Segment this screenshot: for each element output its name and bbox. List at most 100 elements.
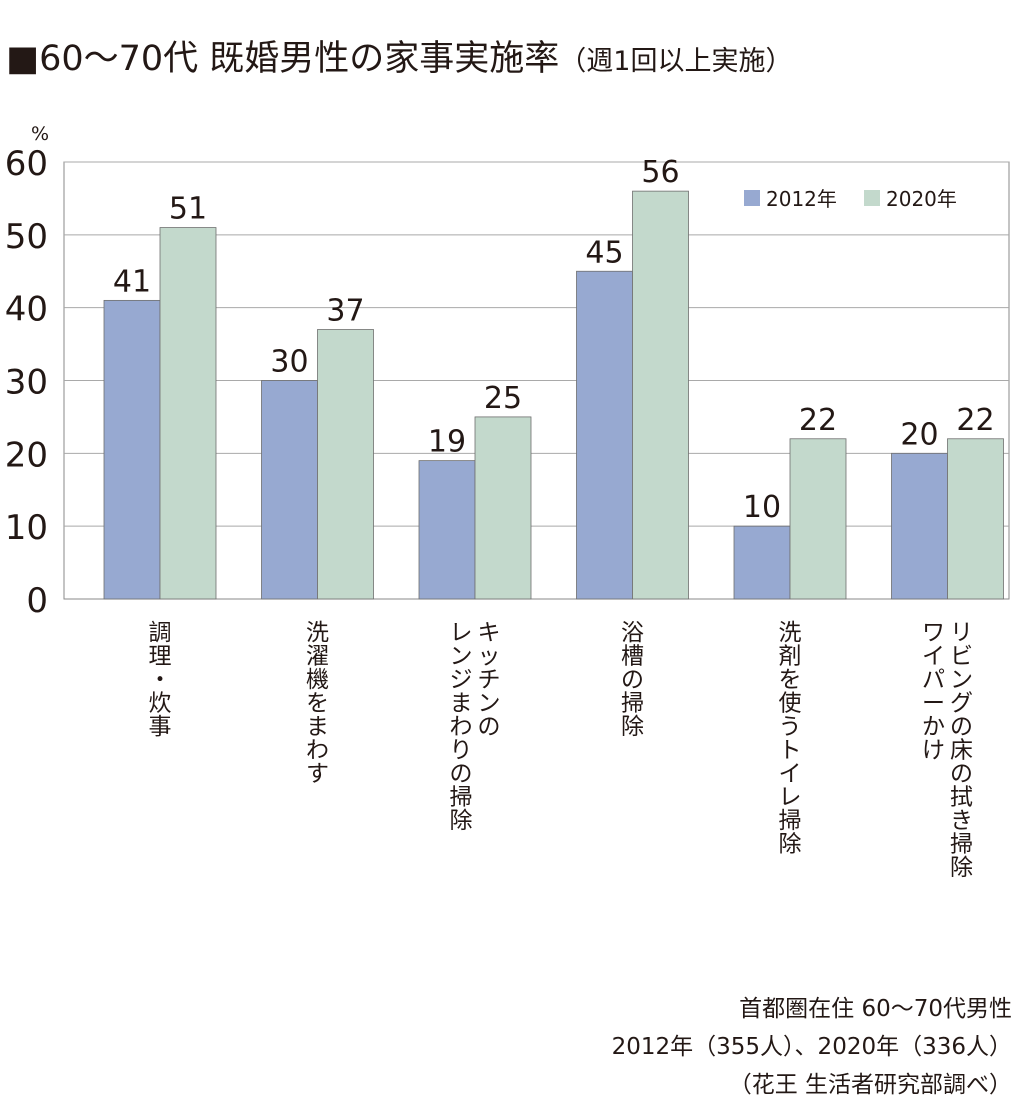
x-category-char: 除 <box>621 714 644 740</box>
x-category-char: の <box>950 714 973 740</box>
data-label: 22 <box>799 403 837 438</box>
x-category-char: ン <box>478 691 501 717</box>
x-category-char: 槽 <box>621 644 644 670</box>
y-tick-label: 50 <box>5 217 48 257</box>
legend: 2012年 2020年 <box>744 187 957 211</box>
bar <box>789 438 847 600</box>
data-label: 41 <box>113 264 151 299</box>
data-label: 37 <box>326 294 364 329</box>
x-category-char: 掃 <box>950 832 973 858</box>
chart-title: ■60〜70代 既婚男性の家事実施率（週1回以上実施） <box>6 30 792 81</box>
x-category-char: 剤 <box>779 644 802 670</box>
x-category-char: 濯 <box>306 644 329 670</box>
x-category-char: 除 <box>450 808 473 834</box>
x-category-char: ま <box>450 691 473 717</box>
x-category-label: 調理・炊事 <box>149 620 172 740</box>
bar <box>576 270 633 600</box>
x-category-char: イ <box>779 761 802 787</box>
axes: 0102030405060%調理・炊事洗濯機をまわすキッチンのレンジまわりの掃除… <box>5 123 973 881</box>
x-category-char: 拭 <box>950 785 973 811</box>
x-category-char: 除 <box>779 832 802 858</box>
data-label: 56 <box>641 155 679 190</box>
source-note: 首都圏在住 60〜70代男性 2012年（355人）、2020年（336人） （… <box>612 990 1012 1104</box>
bar <box>947 438 1004 600</box>
x-category-char: 炊 <box>149 691 172 717</box>
bar <box>418 460 476 600</box>
data-label: 20 <box>900 417 938 452</box>
x-category-char: レ <box>450 620 473 646</box>
bar <box>317 329 374 600</box>
x-category-char: を <box>779 667 802 693</box>
y-axis-unit: % <box>31 123 49 145</box>
data-label: 51 <box>169 192 207 227</box>
bar <box>159 227 217 600</box>
x-category-char: き <box>950 808 973 834</box>
x-category-char: 事 <box>149 714 172 740</box>
y-tick-label: 40 <box>5 290 48 330</box>
x-category-char: の <box>478 714 501 740</box>
y-tick-label: 20 <box>5 435 48 475</box>
legend-swatch <box>744 190 760 206</box>
x-category-char: リ <box>950 620 973 646</box>
legend-swatch <box>864 190 880 206</box>
bar <box>891 452 948 600</box>
x-category-char: 床 <box>950 738 973 764</box>
x-category-char: 浴 <box>621 620 644 646</box>
source-line-1: 首都圏在住 60〜70代男性 <box>739 996 1012 1022</box>
x-category-char: ビ <box>950 644 973 670</box>
x-category-char: わ <box>450 714 473 740</box>
chart-title-sub: （週1回以上実施） <box>559 46 793 77</box>
bar <box>733 525 791 600</box>
x-category-char: イ <box>922 644 945 670</box>
bar <box>474 416 532 600</box>
x-category-char: り <box>450 738 473 764</box>
x-category-char: チ <box>478 667 501 693</box>
x-category-char: の <box>450 761 473 787</box>
source-line-3: （花王 生活者研究部調べ） <box>728 1072 1012 1098</box>
y-tick-label: 60 <box>5 144 48 184</box>
x-category-char: の <box>950 761 973 787</box>
bar <box>103 299 161 600</box>
x-category-char: す <box>306 761 329 787</box>
x-category-char: か <box>922 714 945 740</box>
x-category-char: の <box>621 667 644 693</box>
x-category-char: ・ <box>149 667 172 693</box>
x-category-char: 機 <box>306 667 329 693</box>
x-category-char: グ <box>950 691 973 717</box>
data-labels: 41 51 30 37 19 25 45 56 10 22 20 22 <box>113 155 995 525</box>
data-label: 25 <box>484 381 522 416</box>
x-category-char: ト <box>779 738 802 764</box>
x-category-char: う <box>779 714 802 740</box>
x-category-char: ま <box>306 714 329 740</box>
x-category-char: 掃 <box>621 691 644 717</box>
data-label: 19 <box>428 425 466 460</box>
x-category-char: 洗 <box>306 620 329 646</box>
x-category-char: 掃 <box>779 808 802 834</box>
legend-label: 2012年 <box>766 187 837 211</box>
x-category-char: 除 <box>950 855 973 881</box>
x-category-char: 掃 <box>450 785 473 811</box>
x-category-char: け <box>922 738 945 764</box>
legend-label: 2020年 <box>886 187 957 211</box>
x-category-char: 調 <box>149 620 172 646</box>
y-tick-label: 10 <box>5 508 48 548</box>
data-label: 45 <box>585 235 623 270</box>
data-label: 22 <box>956 403 994 438</box>
x-category-char: を <box>306 691 329 717</box>
x-category-char: レ <box>779 785 802 811</box>
x-category-char: ジ <box>450 667 473 693</box>
x-category-char: ッ <box>478 644 501 670</box>
x-category-char: ン <box>950 667 973 693</box>
x-category-char: ー <box>922 691 945 717</box>
gridlines <box>63 161 1010 600</box>
x-category-char: キ <box>478 620 501 646</box>
source-line-2: 2012年（355人）、2020年（336人） <box>611 1034 1012 1060</box>
y-tick-label: 0 <box>26 581 48 621</box>
y-tick-label: 30 <box>5 363 48 403</box>
